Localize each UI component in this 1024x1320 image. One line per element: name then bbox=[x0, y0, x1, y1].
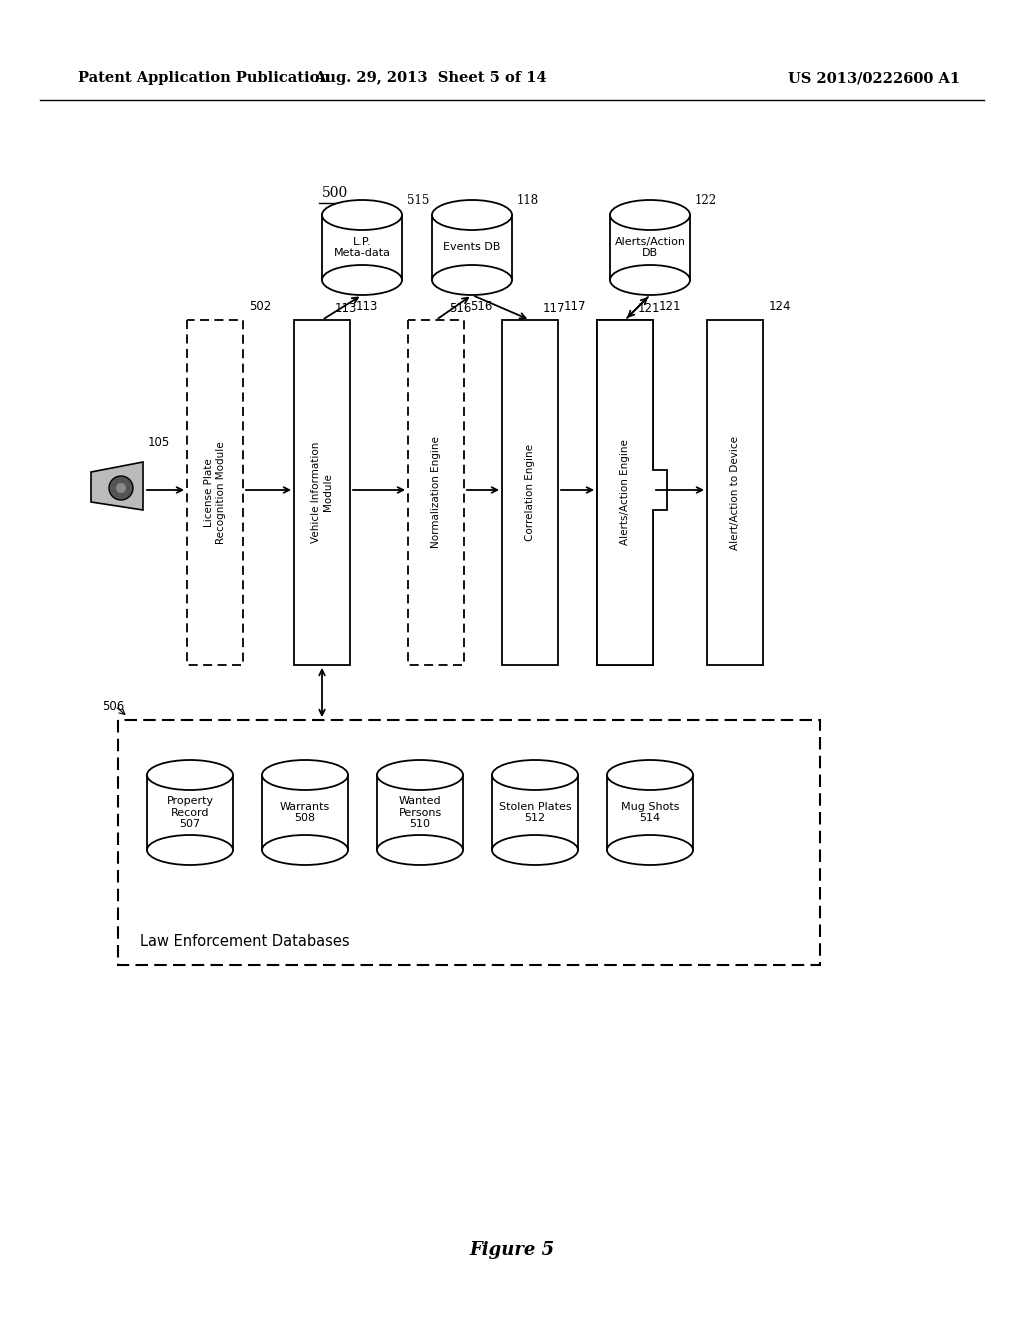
Ellipse shape bbox=[377, 836, 463, 865]
Ellipse shape bbox=[322, 265, 402, 294]
Ellipse shape bbox=[322, 201, 402, 230]
Ellipse shape bbox=[377, 760, 463, 789]
Text: Alerts/Action Engine: Alerts/Action Engine bbox=[620, 440, 630, 545]
Ellipse shape bbox=[432, 265, 512, 294]
Polygon shape bbox=[147, 775, 233, 850]
Text: 124: 124 bbox=[769, 300, 792, 313]
Polygon shape bbox=[377, 775, 463, 850]
Text: Alerts/Action Engine: Alerts/Action Engine bbox=[620, 440, 630, 545]
Text: License Plate
Recognition Module: License Plate Recognition Module bbox=[204, 441, 226, 544]
Ellipse shape bbox=[262, 836, 348, 865]
Text: 516: 516 bbox=[470, 300, 493, 313]
Text: Wanted
Persons
510: Wanted Persons 510 bbox=[398, 796, 441, 829]
Polygon shape bbox=[502, 319, 558, 665]
Text: 113: 113 bbox=[335, 301, 357, 314]
Polygon shape bbox=[610, 215, 690, 280]
Text: Law Enforcement Databases: Law Enforcement Databases bbox=[140, 933, 349, 949]
Ellipse shape bbox=[607, 836, 693, 865]
Text: Warrants
508: Warrants 508 bbox=[280, 801, 330, 824]
Text: Alerts/Action
DB: Alerts/Action DB bbox=[614, 236, 685, 259]
Ellipse shape bbox=[262, 760, 348, 789]
Ellipse shape bbox=[610, 265, 690, 294]
Text: Normalization Engine: Normalization Engine bbox=[431, 437, 441, 548]
Ellipse shape bbox=[492, 836, 578, 865]
Ellipse shape bbox=[607, 760, 693, 789]
Text: L.P.
Meta-data: L.P. Meta-data bbox=[334, 236, 390, 259]
Ellipse shape bbox=[432, 201, 512, 230]
Polygon shape bbox=[322, 215, 402, 280]
Text: Events DB: Events DB bbox=[443, 243, 501, 252]
Text: 515: 515 bbox=[407, 194, 429, 206]
Ellipse shape bbox=[147, 760, 233, 789]
Text: 122: 122 bbox=[695, 194, 717, 206]
Text: Correlation Engine: Correlation Engine bbox=[525, 444, 535, 541]
Text: US 2013/0222600 A1: US 2013/0222600 A1 bbox=[787, 71, 961, 84]
Polygon shape bbox=[91, 462, 143, 510]
Polygon shape bbox=[262, 775, 348, 850]
Ellipse shape bbox=[147, 836, 233, 865]
Polygon shape bbox=[707, 319, 763, 665]
Ellipse shape bbox=[109, 477, 133, 500]
Polygon shape bbox=[294, 319, 350, 665]
Text: Alert/Action to Device: Alert/Action to Device bbox=[730, 436, 740, 549]
Text: Property
Record
507: Property Record 507 bbox=[167, 796, 214, 829]
Polygon shape bbox=[607, 775, 693, 850]
Text: Stolen Plates
512: Stolen Plates 512 bbox=[499, 801, 571, 824]
Text: Vehicle Information
Module: Vehicle Information Module bbox=[311, 442, 333, 544]
Text: 516: 516 bbox=[449, 301, 471, 314]
Text: 506: 506 bbox=[102, 700, 124, 713]
Polygon shape bbox=[408, 319, 464, 665]
Polygon shape bbox=[118, 719, 820, 965]
Text: 118: 118 bbox=[517, 194, 539, 206]
Text: Patent Application Publication: Patent Application Publication bbox=[78, 71, 330, 84]
Polygon shape bbox=[187, 319, 243, 665]
Text: Figure 5: Figure 5 bbox=[469, 1241, 555, 1259]
Text: 121: 121 bbox=[638, 301, 660, 314]
Text: 105: 105 bbox=[148, 436, 170, 449]
Text: 121: 121 bbox=[659, 300, 682, 313]
Polygon shape bbox=[492, 775, 578, 850]
Text: 502: 502 bbox=[249, 300, 271, 313]
Ellipse shape bbox=[492, 760, 578, 789]
Ellipse shape bbox=[610, 201, 690, 230]
Text: Mug Shots
514: Mug Shots 514 bbox=[621, 801, 679, 824]
Text: 500: 500 bbox=[322, 186, 348, 201]
Text: 117: 117 bbox=[564, 300, 587, 313]
Text: 113: 113 bbox=[356, 300, 379, 313]
Text: Aug. 29, 2013  Sheet 5 of 14: Aug. 29, 2013 Sheet 5 of 14 bbox=[313, 71, 547, 84]
Polygon shape bbox=[597, 319, 667, 665]
Ellipse shape bbox=[116, 483, 126, 492]
Polygon shape bbox=[597, 319, 653, 665]
Text: 117: 117 bbox=[543, 301, 565, 314]
Polygon shape bbox=[432, 215, 512, 280]
